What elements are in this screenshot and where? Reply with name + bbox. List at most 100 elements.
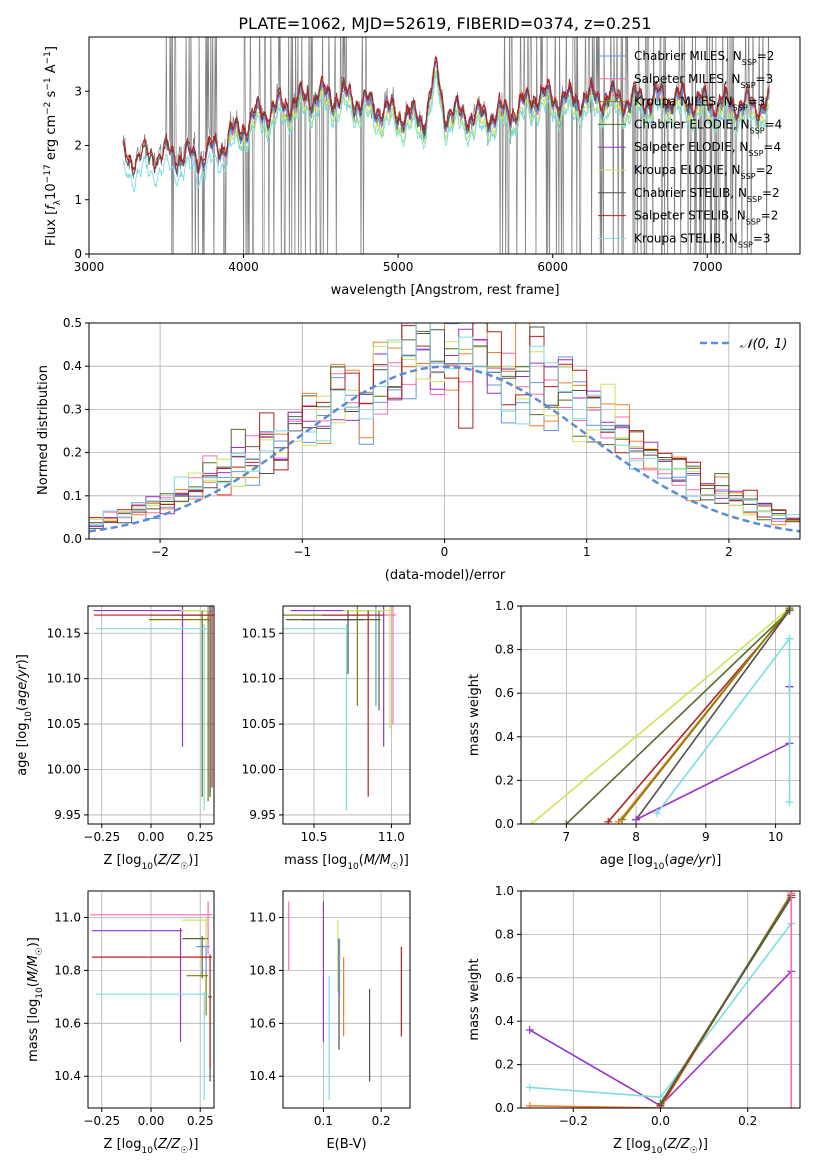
legend-text: Salpeter STELIB, N (634, 209, 746, 223)
label-part: )] (26, 937, 41, 947)
label-part: −1 (43, 51, 53, 64)
y-tick-label: 10.8 (249, 963, 276, 977)
y-tick-label: 10.6 (54, 1016, 81, 1030)
x-tick-label: 8 (632, 830, 640, 844)
x-tick-label: 1 (583, 545, 591, 559)
legend-label: Salpeter MILES, NSSP=3 (634, 72, 773, 90)
label-part: ( (153, 853, 158, 868)
label-part: M/M (26, 955, 41, 982)
x-tick-label: 0.25 (187, 830, 214, 844)
y-tick-label: 10.15 (47, 626, 81, 640)
label-part: ( (662, 1137, 667, 1152)
x-tick-label: −0.25 (83, 1114, 120, 1128)
legend-text: Salpeter MILES, N (634, 72, 741, 86)
spectrum-ylabel: Flux [fλ10−17 erg cm−2 s−1 A−1] (43, 46, 63, 246)
label-part: Z/Z (667, 1137, 691, 1152)
label-part: age/yr (669, 853, 712, 868)
x-tick-label: 0.1 (314, 1114, 333, 1128)
y-tick-label: 10.4 (54, 1069, 81, 1083)
age-vs-mass-panel: 10.5 11.0 9.95 10.00 10.05 10.10 10.15 mass [lo… (242, 605, 411, 872)
label-part: Flux [ (44, 210, 59, 246)
label-part: s (44, 90, 59, 101)
x-tick-label: 0.00 (138, 830, 165, 844)
legend-label: Chabrier STELIB, NSSP=2 (634, 186, 780, 204)
x-tick-label: 11.0 (378, 830, 405, 844)
label-part: ☉ (391, 862, 399, 872)
label-part: ( (664, 853, 669, 868)
axes-border (282, 605, 411, 825)
legend-text: =2 (756, 163, 774, 177)
x-tick-label: 10.5 (301, 830, 328, 844)
label-part: age [log (600, 853, 653, 868)
label-part: −1 (43, 77, 53, 90)
label-part: 10 (141, 1146, 153, 1156)
panel-xlabel: Z [log10(Z/Z☉)] (613, 1137, 708, 1156)
x-tick-label: −0.25 (83, 830, 120, 844)
x-tick-label: −0.2 (559, 1114, 588, 1128)
panel-ylabel: mass weight (467, 674, 482, 756)
label-part: 10 (35, 987, 45, 999)
axes-frame: −0.25 0.00 0.25 10.4 10.6 10.8 11.0 (54, 890, 215, 1128)
plot-area (93, 606, 214, 811)
x-tick-label: −2 (151, 545, 169, 559)
plot-area (89, 323, 800, 533)
label-part: ☉ (35, 947, 45, 955)
axes-frame: −0.2 0.0 0.2 0.0 0.2 0.4 0.6 0.8 1.0 (495, 884, 801, 1128)
label-part: λ (53, 199, 63, 205)
label-part: M/M (364, 853, 391, 868)
y-tick-label: 0.4 (63, 359, 82, 373)
legend-label: Chabrier MILES, NSSP=2 (634, 49, 774, 67)
x-tick-label: 0 (441, 545, 449, 559)
x-tick-label: 0.00 (138, 1114, 165, 1128)
axes-frame: 7 8 9 10 0.0 0.2 0.4 0.6 0.8 1.0 (495, 599, 801, 844)
label-part: −17 (43, 164, 53, 183)
label-part: mass [log (284, 853, 347, 868)
mass-weight-line (635, 742, 790, 821)
legend-label: Kroupa MILES, NSSP=3 (634, 95, 765, 113)
y-tick-label: 11.0 (249, 910, 276, 924)
y-tick-label: 1.0 (495, 884, 514, 898)
label-part: )] (399, 853, 409, 868)
residual-histogram-panel: −2 −1 0 1 2 0.0 0.1 0.2 0.3 0.4 0.5 𝒩(0, 1) (63, 316, 801, 559)
label-part: Z/Z (157, 1137, 181, 1152)
legend-text-sub: SSP (750, 126, 765, 135)
legend-text-sub: SSP (742, 58, 757, 67)
y-tick-label: 0.6 (495, 686, 514, 700)
legend-text: Kroupa STELIB, N (634, 231, 738, 245)
axes-frame: 0.1 0.2 10.4 10.6 10.8 11.0 (249, 890, 411, 1128)
panel-ylabel: age [log10(age/yr)] (15, 654, 34, 776)
y-tick-label: 0.4 (495, 730, 514, 744)
y-tick-label: 0.6 (495, 971, 514, 985)
label-part: 10 (44, 183, 59, 200)
label-part: age/yr (15, 663, 30, 706)
axes-frame: −2 −1 0 1 2 0.0 0.1 0.2 0.3 0.4 0.5 𝒩(0, 1) (63, 316, 801, 559)
legend-label: Salpeter ELODIE, NSSP=4 (634, 140, 781, 158)
legend-text-sub: SSP (741, 80, 756, 89)
label-part: Z [log (104, 1137, 142, 1152)
axes-frame: 3000 4000 5000 6000 7000 0 1 2 3 Chabrier MILES, … (74, 36, 801, 274)
mass-weight-vs-metallicity-panel: −0.2 0.0 0.2 0.0 0.2 0.4 0.6 0.8 1.0 Z [log10(Z/Z… (467, 884, 801, 1156)
legend-text: =2 (757, 49, 775, 63)
label-part: )] (188, 853, 198, 868)
y-tick-label: 9.95 (249, 808, 276, 822)
label-part: ☉ (180, 862, 188, 872)
label-part: −2 (43, 102, 53, 115)
panel-xlabel: age [log10(age/yr)] (600, 853, 722, 872)
model-spectrum-line (122, 71, 770, 193)
y-tick-label: 10.6 (249, 1016, 276, 1030)
legend-text: =3 (756, 72, 774, 86)
x-tick-label: 7000 (692, 260, 723, 274)
legend-text-sub: SSP (748, 149, 763, 158)
legend-text: =4 (763, 140, 781, 154)
mass-vs-reddening-panel: 0.1 0.2 10.4 10.6 10.8 11.0 E(B-V) (249, 890, 411, 1152)
x-tick-label: 7 (563, 830, 571, 844)
legend-text: Chabrier ELODIE, N (634, 117, 750, 131)
y-tick-label: 0.5 (63, 316, 82, 330)
label-part: )] (698, 1137, 708, 1152)
plot-area (89, 901, 213, 1101)
mass-weight-line (530, 607, 791, 824)
axes-frame: −0.25 0.00 0.25 9.95 10.00 10.05 10.10 10.15 (47, 605, 215, 844)
x-tick-label: 4000 (228, 260, 259, 274)
